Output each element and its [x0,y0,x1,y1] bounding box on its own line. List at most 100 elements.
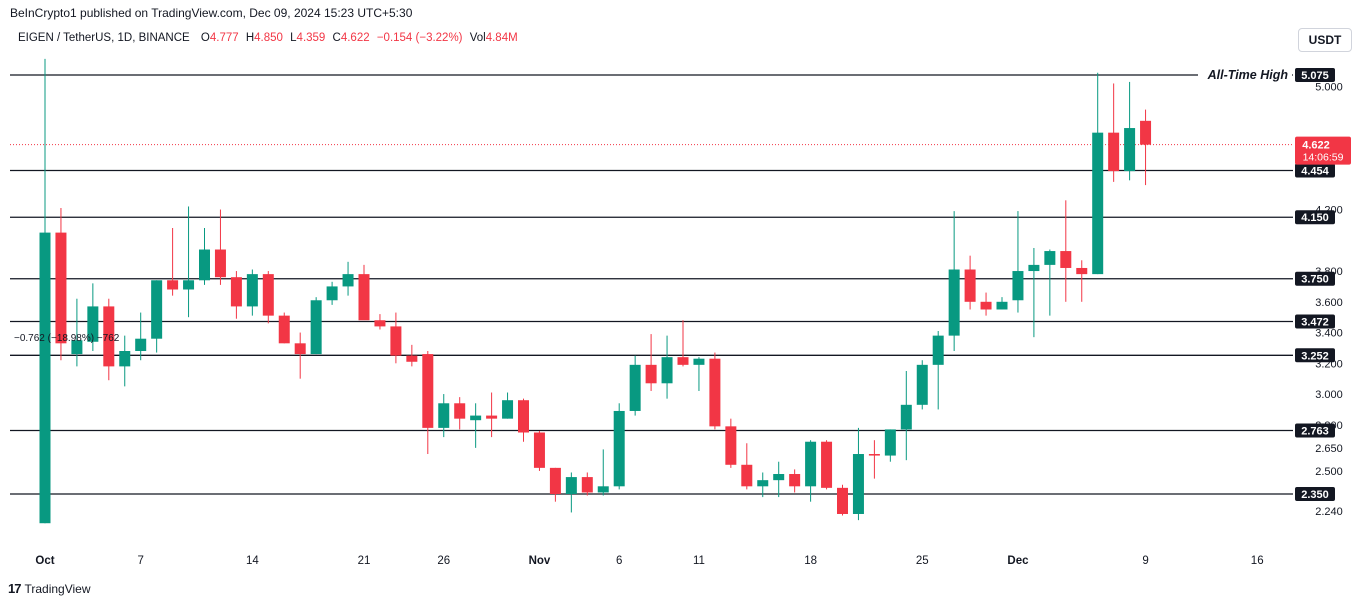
candle-body[interactable] [549,467,561,494]
candle-body[interactable] [613,410,625,487]
candle-body[interactable] [294,343,306,355]
candle-body[interactable] [1028,264,1040,272]
x-tick-label: 16 [1251,555,1264,567]
candle-body[interactable] [1092,132,1104,275]
x-tick-label: 7 [137,555,143,567]
y-tick-label: 3.000 [1315,389,1343,401]
candle-body[interactable] [932,335,944,365]
all-time-high-label: All-Time High [1207,68,1289,82]
candle-body[interactable] [916,364,928,405]
candle-body[interactable] [868,454,880,456]
candle-body[interactable] [358,274,370,321]
candle-body[interactable] [1108,132,1120,172]
candle-body[interactable] [1140,120,1152,145]
low-label: L [290,32,297,44]
candle-body[interactable] [581,477,593,493]
candle-body[interactable] [597,486,609,493]
candle-body[interactable] [390,326,402,356]
candle-body[interactable] [996,301,1008,310]
candle-body[interactable] [438,403,450,428]
candle-body[interactable] [199,249,210,281]
candle-body[interactable] [278,315,290,344]
candle-body[interactable] [677,357,689,365]
candle-body[interactable] [964,269,976,302]
candle-body[interactable] [629,364,641,411]
high-value: 4.850 [254,32,283,44]
candle-body[interactable] [533,432,545,468]
candle-body[interactable] [183,280,195,290]
level-price-label: 3.472 [1301,316,1329,328]
candle-body[interactable] [852,454,864,514]
candle-body[interactable] [693,358,705,365]
candle-body[interactable] [167,280,179,290]
candle-body[interactable] [230,277,242,307]
y-tick-label: 2.500 [1315,466,1343,478]
candle-body[interactable] [454,403,466,419]
annotation-bg [1198,66,1292,83]
candle-body[interactable] [645,364,657,384]
candle-body[interactable] [151,280,163,339]
candle-body[interactable] [709,358,721,427]
y-tick-label: 5.000 [1315,82,1343,94]
candle-body[interactable] [565,477,577,494]
open-value: 4.777 [209,32,239,44]
change-value: −0.154 (−3.22%) [376,32,463,44]
candle-body[interactable] [246,274,258,307]
candle-body[interactable] [71,340,83,355]
x-tick-label: Oct [35,555,54,567]
candle-body[interactable] [789,474,801,487]
symbol-name[interactable]: EIGEN / TetherUS, 1D, BINANCE [18,32,190,44]
candle-body[interactable] [661,357,673,384]
candle-body[interactable] [214,249,226,278]
x-tick-label: 21 [358,555,371,567]
currency-button[interactable]: USDT [1298,28,1352,52]
candle-body[interactable] [55,232,67,344]
y-tick-label: 2.650 [1315,443,1343,455]
candle-body[interactable] [1060,251,1072,268]
candle-body[interactable] [406,355,418,362]
high-label: H [245,32,255,44]
candle-body[interactable] [741,464,753,487]
candle-body[interactable] [884,429,896,456]
tradingview-logo-icon: 17 [8,581,22,596]
level-price-label: 2.350 [1301,489,1329,501]
candle-body[interactable] [1076,267,1088,275]
candle-body[interactable] [805,441,817,487]
level-price-label: 2.763 [1301,425,1329,437]
candle-body[interactable] [1012,271,1024,301]
candle-body[interactable] [1044,251,1056,265]
candle-body[interactable] [87,306,99,342]
candle-body[interactable] [103,306,115,367]
candle-body[interactable] [725,426,737,465]
y-tick-label: 3.600 [1315,297,1343,309]
candle-body[interactable] [470,415,482,421]
candle-body[interactable] [119,351,131,367]
candle-body[interactable] [502,400,514,419]
candle-body[interactable] [980,301,992,310]
candle-body[interactable] [422,354,434,428]
candle-body[interactable] [326,286,338,301]
x-tick-label: Dec [1007,555,1029,567]
candle-body[interactable] [821,441,833,488]
candle-body[interactable] [773,474,785,481]
low-value: 4.359 [296,32,326,44]
candle-body[interactable] [262,274,274,316]
level-price-label: 5.075 [1301,70,1329,82]
candle-body[interactable] [837,487,848,514]
candle-body[interactable] [900,404,912,430]
level-price-label: 4.454 [1301,165,1329,177]
candle-body[interactable] [1124,128,1136,172]
x-tick-label: 18 [804,555,817,567]
bar-countdown: 14:06:59 [1303,152,1344,164]
x-tick-label: 26 [437,555,450,567]
candle-body[interactable] [342,274,354,287]
candle-body[interactable] [39,232,51,524]
candle-body[interactable] [518,400,529,433]
candle-body[interactable] [374,320,386,327]
candle-body[interactable] [310,300,322,355]
candle-body[interactable] [757,480,769,487]
candle-body[interactable] [948,269,960,336]
candle-body[interactable] [135,338,147,352]
candle-body[interactable] [486,415,498,419]
